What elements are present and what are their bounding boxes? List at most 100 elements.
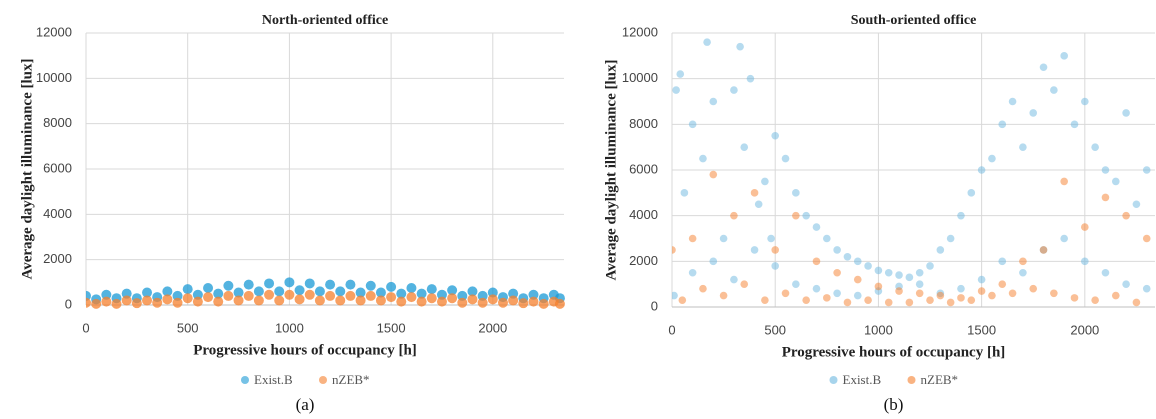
point bbox=[1081, 97, 1089, 106]
point bbox=[1060, 234, 1068, 243]
point bbox=[345, 279, 356, 290]
point bbox=[699, 284, 707, 293]
point bbox=[314, 286, 325, 297]
point bbox=[131, 298, 142, 309]
point bbox=[274, 286, 285, 297]
point bbox=[375, 287, 386, 298]
point bbox=[274, 295, 285, 306]
point bbox=[355, 295, 366, 306]
y-tick-label: 6000 bbox=[629, 161, 658, 176]
point bbox=[253, 286, 264, 297]
point bbox=[884, 298, 893, 307]
point bbox=[1019, 268, 1027, 277]
point bbox=[977, 166, 986, 174]
point bbox=[915, 268, 924, 277]
point bbox=[998, 120, 1007, 129]
legend-marker bbox=[319, 376, 327, 384]
point bbox=[294, 294, 305, 305]
point bbox=[946, 234, 955, 243]
point bbox=[767, 234, 775, 243]
point bbox=[792, 211, 800, 220]
point bbox=[781, 289, 790, 298]
point bbox=[915, 280, 924, 288]
point bbox=[426, 293, 437, 304]
point bbox=[91, 298, 102, 309]
point bbox=[676, 70, 685, 78]
point bbox=[1122, 211, 1130, 220]
point bbox=[709, 257, 718, 266]
point bbox=[740, 143, 749, 151]
point bbox=[823, 294, 831, 302]
point bbox=[1050, 86, 1058, 94]
point bbox=[736, 42, 744, 51]
point bbox=[314, 295, 325, 306]
point bbox=[1081, 257, 1089, 266]
point bbox=[771, 246, 780, 254]
point bbox=[355, 287, 366, 298]
point bbox=[426, 284, 437, 295]
point bbox=[233, 287, 244, 298]
point bbox=[487, 294, 498, 305]
y-tick-label: 2000 bbox=[43, 251, 72, 266]
point bbox=[396, 296, 407, 307]
point bbox=[730, 86, 738, 94]
point bbox=[905, 298, 914, 307]
point bbox=[792, 189, 800, 197]
point bbox=[1132, 200, 1141, 209]
point bbox=[223, 290, 234, 301]
point bbox=[680, 189, 689, 197]
point bbox=[243, 290, 254, 301]
point bbox=[1060, 52, 1068, 60]
point bbox=[375, 295, 386, 306]
point bbox=[746, 74, 755, 83]
point bbox=[719, 234, 728, 243]
y-tick-label: 8000 bbox=[43, 115, 72, 130]
point bbox=[998, 257, 1007, 266]
point bbox=[386, 281, 397, 292]
point bbox=[162, 294, 173, 305]
point bbox=[761, 177, 769, 186]
point bbox=[467, 294, 478, 305]
point bbox=[1132, 298, 1141, 307]
point bbox=[967, 189, 976, 197]
point bbox=[957, 294, 965, 302]
point bbox=[457, 297, 468, 308]
point bbox=[325, 290, 336, 301]
legend-marker bbox=[829, 376, 838, 384]
point bbox=[365, 280, 376, 291]
plot-area bbox=[672, 38, 1151, 307]
legend-marker bbox=[907, 376, 916, 384]
point bbox=[325, 279, 336, 290]
point bbox=[1019, 143, 1027, 151]
x-tick-label: 1500 bbox=[377, 320, 406, 335]
point bbox=[730, 275, 738, 284]
legend-label: nZEB* bbox=[921, 372, 959, 387]
point bbox=[142, 287, 153, 298]
legend-marker bbox=[241, 376, 249, 384]
point bbox=[477, 297, 488, 308]
point bbox=[678, 296, 687, 304]
chart-panel: 0 2000 4000 6000 8000 10000 12000 0 500 1000 1500 2… bbox=[19, 13, 565, 414]
point bbox=[853, 291, 862, 300]
point bbox=[192, 296, 203, 307]
point bbox=[203, 283, 214, 293]
point bbox=[833, 289, 841, 298]
point bbox=[213, 296, 224, 307]
point bbox=[1029, 109, 1038, 117]
point bbox=[802, 296, 810, 304]
point bbox=[709, 97, 718, 106]
point bbox=[182, 293, 193, 304]
point bbox=[554, 298, 565, 309]
point bbox=[957, 284, 965, 293]
point bbox=[538, 298, 549, 309]
point bbox=[853, 275, 862, 284]
point bbox=[730, 211, 738, 220]
point bbox=[672, 86, 680, 94]
y-tick-label: 0 bbox=[651, 298, 658, 313]
y-tick-label: 2000 bbox=[629, 253, 658, 268]
x-tick-label: 500 bbox=[764, 322, 786, 337]
point bbox=[1029, 284, 1038, 293]
point bbox=[957, 211, 965, 220]
point bbox=[874, 266, 883, 275]
